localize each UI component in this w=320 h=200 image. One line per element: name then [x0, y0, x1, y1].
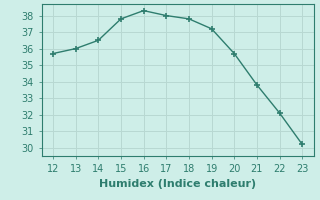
X-axis label: Humidex (Indice chaleur): Humidex (Indice chaleur) — [99, 179, 256, 189]
